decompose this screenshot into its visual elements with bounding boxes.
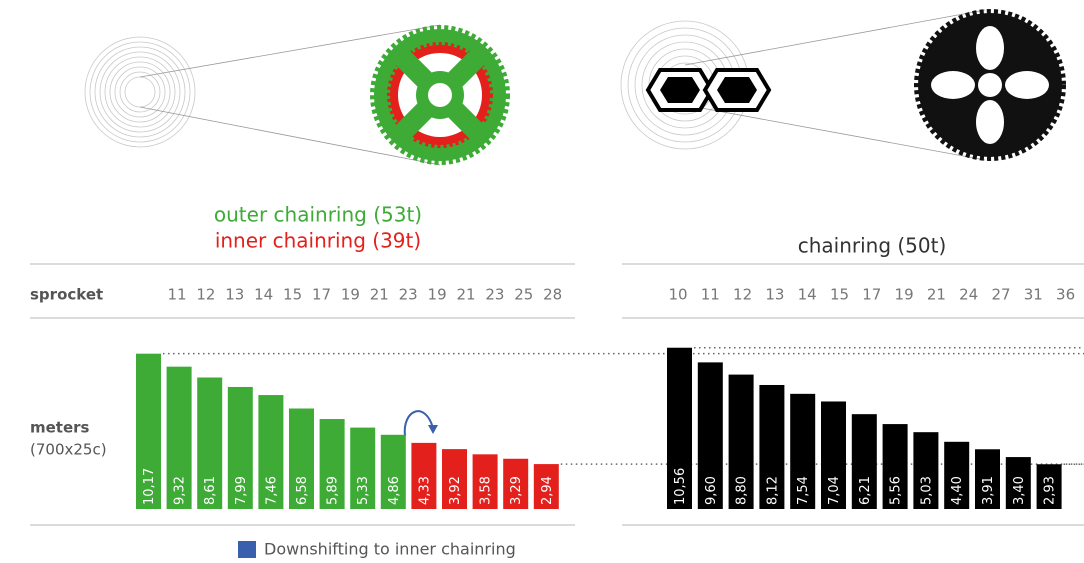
bar <box>851 414 877 509</box>
bar <box>975 449 1000 509</box>
bar <box>944 441 970 509</box>
bar <box>350 427 376 509</box>
x-tick-label: 10 <box>668 286 687 304</box>
series-name: outer chainring (53t) <box>214 203 422 227</box>
value-label: 9,32 <box>173 476 188 505</box>
value-label: 6,21 <box>858 476 873 505</box>
value-label: 8,80 <box>735 476 750 505</box>
bar <box>166 366 192 509</box>
x-tick-label: 21 <box>927 286 946 304</box>
bar <box>136 353 161 509</box>
bar <box>667 347 692 509</box>
bar <box>411 442 437 509</box>
x-tick-label: 27 <box>991 286 1010 304</box>
value-label: 8,12 <box>765 476 780 505</box>
x-tick-label: 12 <box>733 286 752 304</box>
value-label: 5,89 <box>326 476 341 505</box>
y-sublabel: (700x25c) <box>30 441 107 459</box>
value-label: 5,03 <box>919 476 934 505</box>
bar <box>258 395 284 509</box>
bar <box>380 434 406 509</box>
series-name: inner chainring (39t) <box>215 229 421 253</box>
value-label: 2,94 <box>540 476 555 505</box>
x-tick-label: 11 <box>167 286 186 304</box>
black-chainring <box>914 9 1066 161</box>
x-tick-label: 19 <box>428 286 447 304</box>
bar <box>197 377 223 509</box>
value-label: 5,33 <box>356 476 371 505</box>
value-label: 4,40 <box>950 476 965 505</box>
x-tick-label: 23 <box>399 286 418 304</box>
x-tick-label: 24 <box>959 286 978 304</box>
bar <box>697 362 723 509</box>
x-tick-label: 19 <box>341 286 360 304</box>
bar <box>728 374 754 509</box>
value-label: 7,99 <box>234 476 249 505</box>
bar <box>442 449 467 509</box>
value-label: 7,46 <box>264 476 279 505</box>
x-tick-label: 17 <box>862 286 881 304</box>
x-tick-label: 13 <box>765 286 784 304</box>
legend-swatch <box>238 541 256 558</box>
bar <box>319 419 345 509</box>
y-label: meters <box>30 419 90 437</box>
value-label: 3,91 <box>981 476 996 505</box>
x-tick-label: 21 <box>370 286 389 304</box>
value-label: 3,40 <box>1012 476 1027 505</box>
bar <box>913 432 939 509</box>
x-tick-label: 17 <box>312 286 331 304</box>
x-tick-label: 23 <box>485 286 504 304</box>
bar <box>1036 464 1062 509</box>
x-tick-label: 28 <box>543 286 562 304</box>
bar <box>227 386 253 509</box>
annotation: Downshifting to inner chainring <box>264 540 516 559</box>
arrow-head <box>428 425 438 434</box>
value-label: 3,58 <box>479 476 494 505</box>
bar <box>759 384 785 509</box>
value-label: 10,17 <box>142 468 157 505</box>
x-tick-label: 25 <box>514 286 533 304</box>
value-label: 3,29 <box>509 476 524 505</box>
bar <box>472 454 498 509</box>
chart-title: chainring (50t) <box>798 234 947 258</box>
bar <box>882 424 908 509</box>
value-label: 2,93 <box>1043 476 1058 505</box>
value-label: 7,04 <box>827 476 842 505</box>
bar <box>533 464 559 509</box>
logo <box>645 68 772 112</box>
x-tick-label: 31 <box>1024 286 1043 304</box>
value-label: 3,92 <box>448 476 463 505</box>
x-label: sprocket <box>30 286 103 304</box>
x-tick-label: 14 <box>254 286 273 304</box>
value-label: 10,56 <box>673 468 688 505</box>
green-chainring <box>370 25 510 165</box>
value-label: 7,54 <box>796 476 811 505</box>
x-tick-label: 15 <box>830 286 849 304</box>
x-tick-label: 36 <box>1056 286 1075 304</box>
x-tick-label: 21 <box>456 286 475 304</box>
value-label: 4,86 <box>387 476 402 505</box>
bar <box>790 393 816 509</box>
value-label: 8,61 <box>203 476 218 505</box>
value-label: 5,56 <box>889 476 904 505</box>
bar <box>289 408 314 509</box>
x-tick-label: 11 <box>701 286 720 304</box>
x-tick-label: 15 <box>283 286 302 304</box>
value-label: 6,58 <box>295 476 310 505</box>
x-tick-label: 19 <box>895 286 914 304</box>
x-tick-label: 13 <box>225 286 244 304</box>
downshift-arrow <box>403 410 434 437</box>
x-tick-label: 12 <box>196 286 215 304</box>
bar <box>1005 457 1031 509</box>
value-label: 9,60 <box>704 476 719 505</box>
bar <box>821 401 846 509</box>
value-label: 4,33 <box>417 476 432 505</box>
cassette-illustration <box>84 24 441 166</box>
x-tick-label: 14 <box>798 286 817 304</box>
bar <box>503 458 529 509</box>
